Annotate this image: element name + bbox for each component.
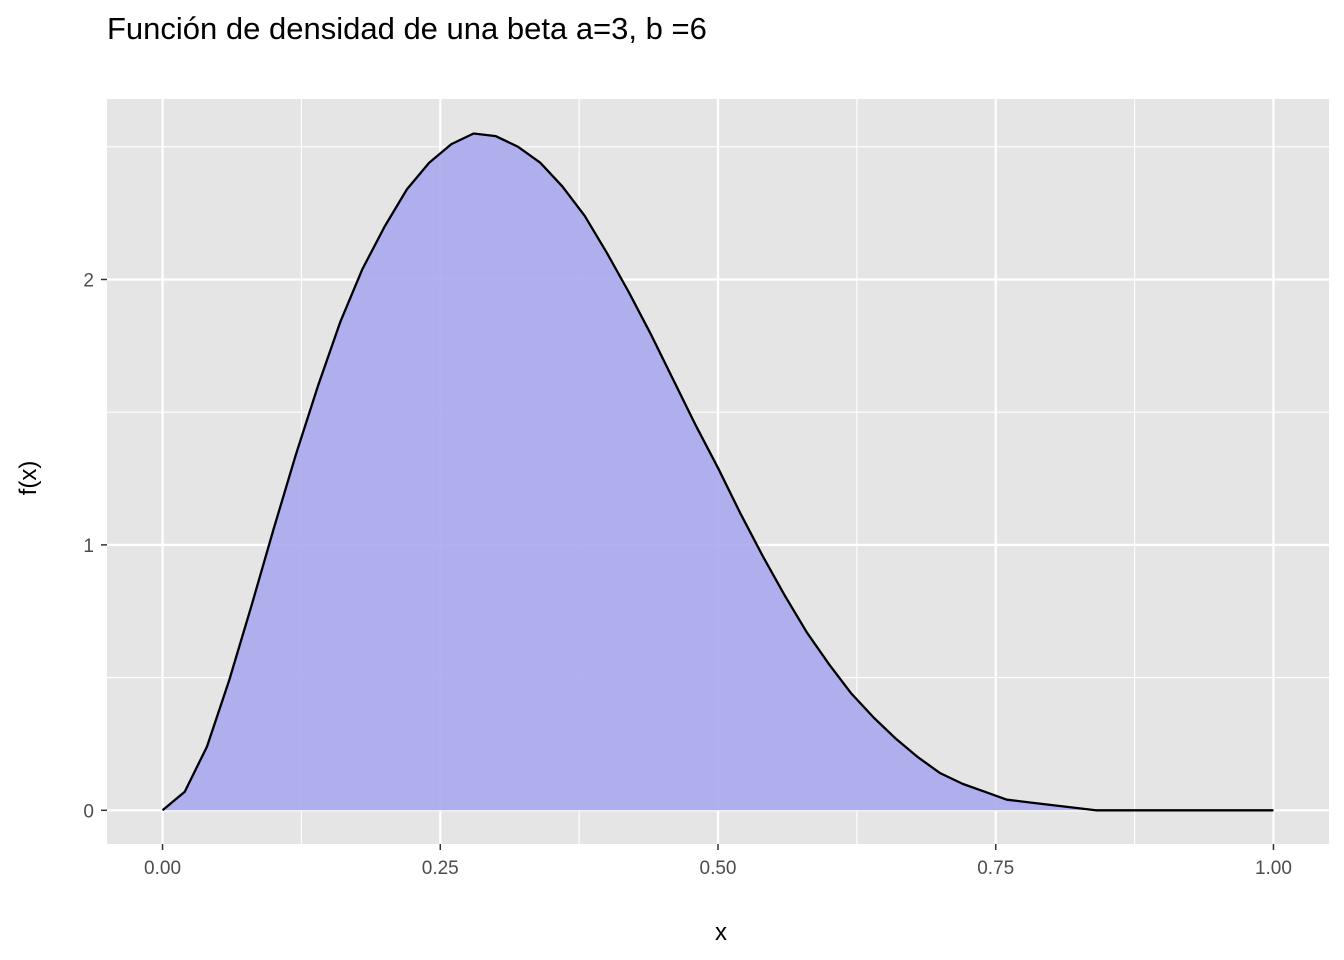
y-axis: 0 1 2 (83, 270, 107, 822)
x-axis-title: x (715, 919, 727, 946)
x-tick-label: 0.75 (977, 858, 1014, 879)
y-tick-label: 1 (83, 536, 94, 557)
x-tick-label: 0.00 (144, 858, 181, 879)
density-curve (161, 132, 1274, 812)
density-area (162, 133, 1274, 811)
y-tick-label: 0 (83, 801, 94, 822)
x-tick-label: 0.25 (422, 858, 459, 879)
x-tick-label: 1.00 (1255, 858, 1292, 879)
chart-title: Función de densidad de una beta a=3, b =… (107, 11, 707, 46)
x-axis: 0.00 0.25 0.50 0.75 1.00 (144, 844, 1292, 879)
y-tick-label: 2 (83, 270, 94, 291)
x-tick-label: 0.50 (700, 858, 737, 879)
y-axis-title: f(x) (15, 461, 42, 496)
